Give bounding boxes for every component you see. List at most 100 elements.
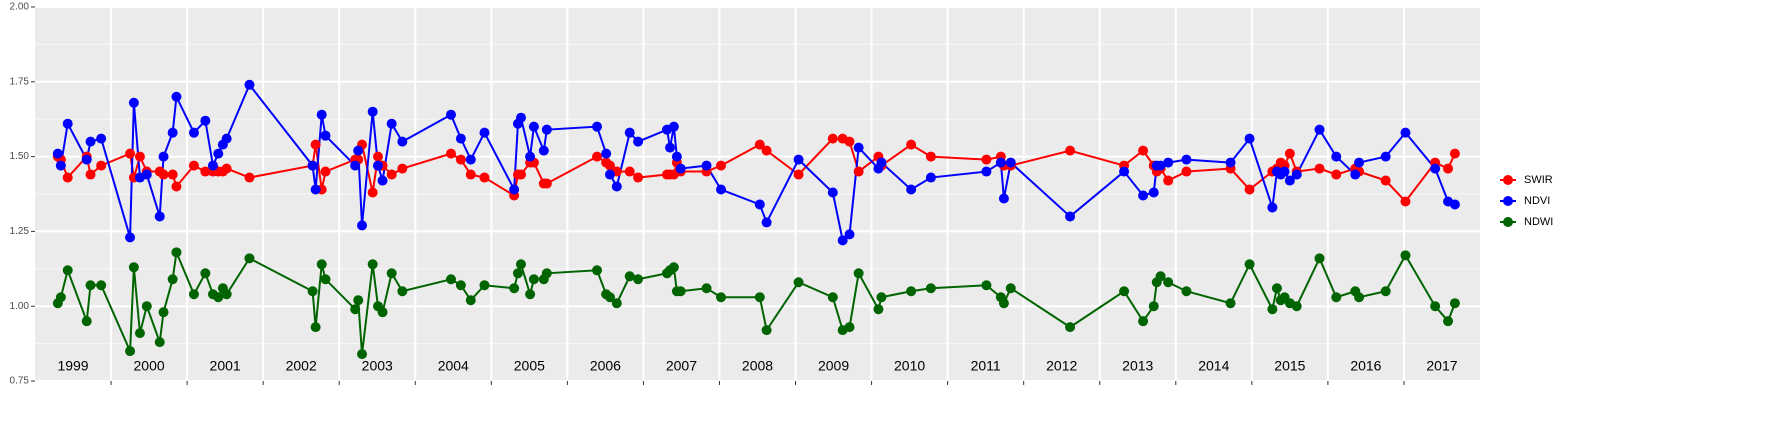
point [1181, 166, 1192, 177]
point [541, 178, 552, 189]
point [158, 169, 169, 180]
point [1284, 175, 1295, 186]
point [1138, 145, 1149, 156]
point [1380, 151, 1391, 162]
point [446, 274, 457, 285]
year-label: 2014 [1198, 358, 1229, 374]
point [675, 286, 686, 297]
point [592, 151, 603, 162]
point [981, 166, 992, 177]
point [367, 187, 378, 198]
point [1279, 166, 1290, 177]
point [455, 280, 466, 291]
point [221, 133, 232, 144]
point [1284, 148, 1295, 159]
year-label: 2002 [286, 358, 317, 374]
year-label: 2000 [134, 358, 165, 374]
point [125, 346, 136, 357]
y-tick-label: 1.00 [10, 301, 30, 312]
point [188, 289, 199, 300]
point [1155, 160, 1166, 171]
point [906, 139, 917, 150]
point [213, 148, 224, 159]
point [62, 265, 73, 276]
point [167, 274, 178, 285]
point [1244, 133, 1255, 144]
point [541, 268, 552, 279]
point [167, 127, 178, 138]
point [357, 220, 368, 231]
point [754, 139, 765, 150]
y-tick-label: 1.25 [10, 226, 30, 237]
point [158, 151, 169, 162]
point [701, 160, 712, 171]
point [1354, 292, 1365, 303]
year-label: 2004 [438, 358, 469, 374]
point [465, 154, 476, 165]
point [1267, 304, 1278, 315]
point [62, 118, 73, 129]
point [446, 109, 457, 120]
point [1400, 196, 1411, 207]
point [675, 163, 686, 174]
point [207, 160, 218, 171]
point [200, 166, 211, 177]
point [213, 292, 224, 303]
point [715, 292, 726, 303]
year-label: 2011 [971, 358, 1001, 374]
point [310, 322, 321, 333]
point [1314, 253, 1325, 264]
point [633, 136, 644, 147]
point [1331, 151, 1342, 162]
point [350, 160, 361, 171]
point [167, 169, 178, 180]
point [601, 148, 612, 159]
point [353, 295, 364, 306]
point [377, 307, 388, 318]
point [1449, 298, 1460, 309]
point [446, 148, 457, 159]
point [134, 328, 145, 339]
point [1244, 184, 1255, 195]
point [1449, 148, 1460, 159]
point [1331, 169, 1342, 180]
point [1314, 124, 1325, 135]
point [320, 274, 331, 285]
point [1291, 169, 1302, 180]
point [125, 148, 136, 159]
point [1181, 154, 1192, 165]
point [715, 184, 726, 195]
point [154, 211, 165, 222]
point [1449, 199, 1460, 210]
point [386, 118, 397, 129]
legend-key-point [1503, 196, 1513, 206]
point [171, 181, 182, 192]
point [754, 199, 765, 210]
point [701, 283, 712, 294]
point [1400, 250, 1411, 261]
point [158, 307, 169, 318]
point [761, 325, 772, 336]
point [1005, 283, 1016, 294]
point [1163, 277, 1174, 288]
point [981, 280, 992, 291]
point [128, 97, 139, 108]
point [515, 112, 526, 123]
point [761, 217, 772, 228]
point [998, 298, 1009, 309]
point [981, 154, 992, 165]
point [633, 172, 644, 183]
point [827, 187, 838, 198]
point [793, 169, 804, 180]
point [200, 268, 211, 279]
legend-label: NDVI [1524, 195, 1550, 207]
point [350, 304, 361, 315]
point [525, 151, 536, 162]
point [171, 91, 182, 102]
point [141, 301, 152, 312]
point [1225, 298, 1236, 309]
point [925, 151, 936, 162]
legend-key-point [1503, 175, 1513, 185]
point [1138, 190, 1149, 201]
